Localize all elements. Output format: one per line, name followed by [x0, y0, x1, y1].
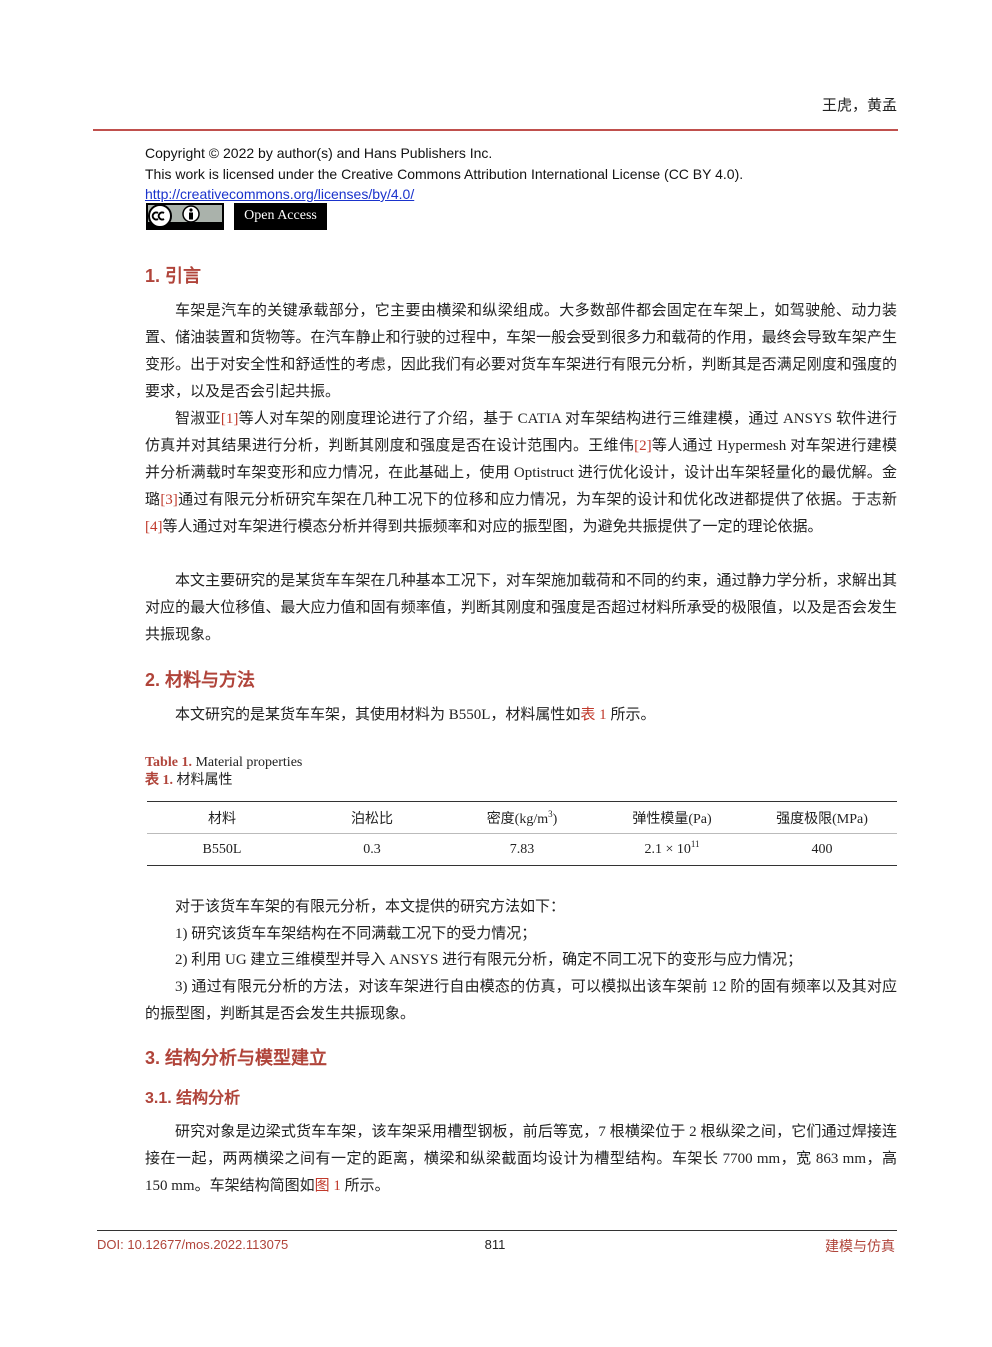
subsection-heading: 3.1. 结构分析 [145, 1090, 241, 1107]
caption-label: 表 1. [145, 773, 173, 788]
footer-rule [97, 1230, 897, 1231]
section-heading: 2. 材料与方法 [145, 670, 256, 690]
text-run: 等人对车架的刚度理论进行了介绍，基于 CATIA 对车架结构进行三维建模，通过 … [145, 411, 897, 454]
text-run: 密度(kg/m [486, 811, 549, 827]
table-body: B550L 0.3 7.83 2.1 × 1011 400 [147, 834, 897, 866]
superscript: 11 [690, 838, 700, 849]
page-number: 811 [484, 1237, 506, 1252]
text-run: 研究对象是边梁式货车车架，该车架采用槽型钢板，前后等宽，7 根横梁位于 2 根纵… [145, 1124, 897, 1194]
column-header: 密度(kg/m3) [447, 802, 597, 834]
by-body [189, 212, 193, 220]
paragraph: 智淑亚[1]等人对车架的刚度理论进行了介绍，基于 CATIA 对车架结构进行三维… [145, 406, 897, 541]
column-header: 泊松比 [351, 811, 393, 827]
cc-circle [148, 204, 172, 228]
journal-name: 建模与仿真 [825, 1240, 895, 1255]
material-table: 材料 泊松比 密度(kg/m3) 弹性模量(Pa) 强度极限(MPa) B550L 0.3… [147, 801, 897, 866]
header-row: 材料 泊松比 密度(kg/m3) 弹性模量(Pa) 强度极限(MPa) [147, 802, 897, 834]
reference-link[interactable]: 图 1 [314, 1178, 341, 1194]
text-run: 所示。 [606, 707, 656, 723]
caption-label: Table 1. [145, 755, 192, 770]
column-header: 弹性模量(Pa) [632, 811, 712, 827]
table-cell: 2.1 × 1011 [597, 834, 747, 866]
section-heading: 3. 结构分析与模型建立 [145, 1048, 328, 1068]
text-run: 等人通过对车架进行模态分析并得到共振频率和对应的振型图，为避免共振提供了一定的理… [162, 519, 823, 535]
text-run: 智淑亚 [175, 411, 221, 427]
doi: DOI: 10.12677/mos.2022.113075 [97, 1237, 289, 1252]
reference-link[interactable]: [3] [160, 492, 178, 508]
caption-text: Material properties [195, 755, 303, 770]
list-item: 1) 研究该货车车架结构在不同满载工况下的受力情况； [175, 926, 537, 942]
reference-link[interactable]: [2] [634, 438, 652, 454]
text-run: 所示。 [340, 1178, 390, 1194]
table-caption: Table 1. Material properties 表 1. 材料属性 [145, 754, 302, 790]
reference-link[interactable]: [4] [145, 519, 163, 535]
column-header: 材料 [208, 811, 236, 827]
paragraph: 本文研究的是某货车车架，其使用材料为 B550L，材料属性如表 1 所示。 [145, 702, 897, 729]
table-cell: 7.83 [509, 841, 535, 857]
open-access-badge: Open Access [234, 203, 327, 230]
license-block: Copyright © 2022 by author(s) and Hans P… [145, 143, 743, 205]
copyright: Copyright © 2022 by author(s) and Hans P… [145, 145, 493, 161]
license-link[interactable]: http://creativecommons.org/licenses/by/4… [145, 186, 415, 202]
cc-by-badge [146, 203, 224, 230]
text-run: 等人通过 Hypermesh 对车架进行建模并分析满载时车架变形和应力情况，在此… [145, 438, 897, 508]
reference-link[interactable]: [1] [220, 411, 239, 427]
reference-link[interactable]: 表 1 [580, 707, 607, 723]
column-header: 强度极限(MPa) [776, 811, 868, 827]
text-run: 2.1 × 10 [644, 841, 691, 857]
caption-zh: 表 1. 材料属性 [145, 772, 302, 790]
list-item: 3) 通过有限元分析的方法，对该车架进行自由模态的仿真，可以模拟出该车架前 12… [145, 979, 897, 1022]
text-run: ) [552, 811, 558, 827]
text-run: 通过有限元分析研究车架在几种工况下的位移和应力情况，为车架的设计和优化改进都提供… [177, 492, 897, 508]
list-item: 2) 利用 UG 建立三维模型并导入 ANSYS 进行有限元分析，确定不同工况下… [175, 952, 803, 968]
paragraph: 本文主要研究的是某货车车架在几种基本工况下，对车架施加载荷和不同的约束，通过静力… [145, 573, 897, 643]
running-header: 王虎，黄孟 [821, 98, 897, 114]
superscript: 3 [548, 808, 553, 819]
table-cell: 400 [811, 841, 833, 857]
table-cell: B550L [202, 841, 242, 857]
table-cell: 0.3 [363, 841, 381, 857]
by-head [189, 208, 193, 212]
text-run: 本文研究的是某货车车架，其使用材料为 B550L，材料属性如 [175, 707, 581, 723]
license-text: This work is licensed under the Creative… [145, 165, 744, 182]
caption-en: Table 1. Material properties [145, 754, 302, 772]
paragraph: 研究对象是边梁式货车车架，该车架采用槽型钢板，前后等宽，7 根横梁位于 2 根纵… [145, 1119, 897, 1200]
caption-text: 材料属性 [176, 773, 233, 788]
table-row: B550L 0.3 7.83 2.1 × 1011 400 [147, 834, 897, 866]
section-heading: 1. 引言 [145, 266, 202, 286]
header-rule [93, 129, 898, 131]
cc-glyph [151, 211, 165, 221]
paragraph: 车架是汽车的关键承载部分，它主要由横梁和纵梁组成。大多数部件都会固定在车架上，如… [145, 303, 897, 400]
paragraph: 对于该货车车架的有限元分析，本文提供的研究方法如下： [175, 899, 566, 915]
